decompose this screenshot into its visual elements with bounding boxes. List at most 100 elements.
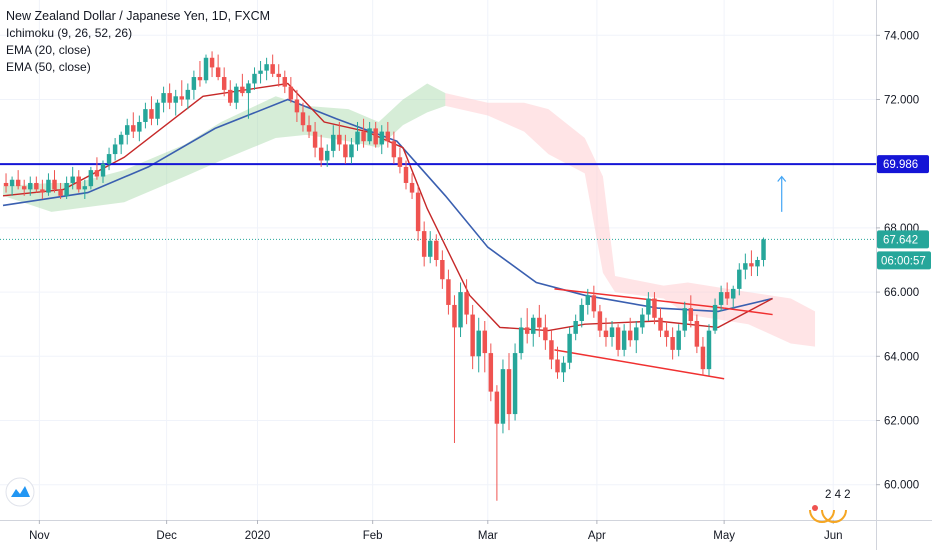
- candle-body[interactable]: [221, 77, 227, 90]
- candle-body[interactable]: [349, 144, 354, 158]
- candle-body[interactable]: [737, 269, 742, 289]
- candle-body[interactable]: [676, 330, 681, 350]
- candle-body[interactable]: [731, 288, 736, 299]
- candle-body[interactable]: [603, 330, 609, 338]
- candle-body[interactable]: [209, 57, 215, 68]
- candle-body[interactable]: [500, 369, 506, 424]
- candle-body[interactable]: [76, 176, 81, 190]
- candle-body[interactable]: [749, 263, 754, 267]
- candle-body[interactable]: [646, 298, 651, 315]
- candle-body[interactable]: [94, 170, 100, 177]
- candle-body[interactable]: [718, 292, 724, 305]
- candle-body[interactable]: [440, 260, 445, 280]
- candle-body[interactable]: [415, 192, 421, 232]
- candle-body[interactable]: [494, 391, 500, 424]
- candle-body[interactable]: [112, 144, 118, 155]
- candle-body[interactable]: [270, 64, 275, 74]
- candle-body[interactable]: [379, 131, 384, 145]
- candle-body[interactable]: [700, 346, 706, 370]
- candle-body[interactable]: [246, 83, 251, 94]
- candle-body[interactable]: [428, 240, 433, 257]
- candle-body[interactable]: [34, 182, 39, 190]
- candle-body[interactable]: [58, 189, 63, 196]
- candle-body[interactable]: [621, 330, 627, 350]
- candle-body[interactable]: [258, 70, 263, 74]
- candle-body[interactable]: [52, 179, 57, 190]
- candle-body[interactable]: [367, 128, 372, 142]
- candle-body[interactable]: [40, 189, 45, 193]
- candle-body[interactable]: [234, 86, 239, 103]
- candle-body[interactable]: [337, 134, 342, 145]
- candle-body[interactable]: [694, 320, 700, 347]
- candle-body[interactable]: [549, 340, 554, 360]
- candle-body[interactable]: [524, 327, 530, 334]
- candle-body[interactable]: [464, 292, 469, 315]
- candle-body[interactable]: [137, 121, 142, 132]
- resistance-price-badge[interactable]: 69.986: [883, 159, 918, 171]
- candle-body[interactable]: [561, 362, 566, 373]
- candle-body[interactable]: [446, 279, 451, 305]
- candle-body[interactable]: [512, 353, 518, 415]
- candle-body[interactable]: [155, 102, 160, 119]
- candle-body[interactable]: [282, 77, 288, 87]
- candle-body[interactable]: [476, 330, 481, 357]
- channel-lower-line[interactable]: [554, 349, 725, 380]
- candle-body[interactable]: [664, 330, 669, 338]
- price-axis-panel[interactable]: [876, 0, 932, 550]
- candle-body[interactable]: [276, 73, 281, 78]
- candle-body[interactable]: [118, 134, 124, 145]
- candle-body[interactable]: [506, 369, 512, 415]
- candle-body[interactable]: [343, 144, 348, 158]
- candle-body[interactable]: [452, 304, 457, 328]
- candle-body[interactable]: [9, 179, 15, 187]
- candle-body[interactable]: [161, 93, 166, 103]
- countdown-badge[interactable]: 06:00:57: [881, 255, 926, 267]
- candle-body[interactable]: [403, 166, 409, 183]
- candle-body[interactable]: [482, 330, 487, 354]
- candle-body[interactable]: [203, 57, 209, 81]
- candle-body[interactable]: [579, 304, 584, 321]
- candle-body[interactable]: [64, 182, 69, 196]
- candle-body[interactable]: [318, 147, 324, 161]
- candle-body[interactable]: [70, 176, 75, 183]
- candle-body[interactable]: [167, 93, 172, 103]
- candle-body[interactable]: [240, 86, 245, 94]
- candle-body[interactable]: [3, 182, 9, 187]
- candle-body[interactable]: [294, 99, 300, 113]
- candle-body[interactable]: [197, 77, 203, 81]
- candle-body[interactable]: [543, 327, 548, 341]
- channel-upper-extension[interactable]: [724, 307, 773, 316]
- indicator-ema20[interactable]: EMA (20, close): [6, 43, 91, 57]
- candle-body[interactable]: [324, 150, 330, 161]
- candle-body[interactable]: [421, 231, 427, 257]
- candle-body[interactable]: [658, 317, 663, 331]
- candle-body[interactable]: [264, 64, 269, 71]
- candle-body[interactable]: [306, 125, 312, 132]
- candle-body[interactable]: [682, 308, 687, 331]
- candle-body[interactable]: [391, 141, 397, 158]
- candle-body[interactable]: [385, 131, 391, 142]
- candle-body[interactable]: [640, 314, 645, 328]
- candle-body[interactable]: [555, 359, 560, 373]
- candle-body[interactable]: [355, 131, 360, 145]
- candle-body[interactable]: [488, 353, 494, 392]
- tradingview-logo-icon[interactable]: [5, 477, 35, 507]
- candle-body[interactable]: [458, 292, 463, 328]
- candle-body[interactable]: [88, 170, 94, 187]
- candle-body[interactable]: [397, 157, 403, 167]
- candle-body[interactable]: [215, 67, 221, 78]
- candle-body[interactable]: [173, 96, 178, 103]
- candle-body[interactable]: [331, 134, 336, 151]
- candle-body[interactable]: [597, 311, 603, 331]
- candle-body[interactable]: [470, 314, 475, 357]
- time-axis-panel[interactable]: [0, 520, 876, 550]
- candle-body[interactable]: [361, 131, 366, 142]
- candle-body[interactable]: [228, 89, 233, 103]
- candle-body[interactable]: [106, 154, 112, 164]
- candle-body[interactable]: [434, 240, 439, 260]
- candle-body[interactable]: [531, 317, 536, 334]
- candle-body[interactable]: [82, 186, 88, 190]
- candle-body[interactable]: [537, 317, 542, 328]
- candle-body[interactable]: [585, 295, 591, 305]
